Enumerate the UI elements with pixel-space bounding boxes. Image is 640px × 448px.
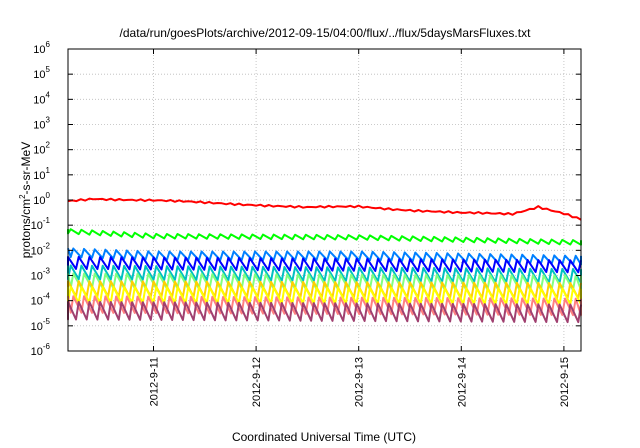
y-tick-label: 103 [33, 116, 50, 132]
x-tick-label: 2012-9-11 [149, 357, 161, 406]
series-line-2 [67, 228, 582, 246]
y-axis-ticks: 10-6 10-5 10-4 10-3 10-2 10-1 100 101 102 103 104 1… [31, 40, 581, 358]
y-tick-label: 10-5 [31, 317, 51, 333]
y-tick-label: 106 [33, 40, 50, 56]
series-line-9 [67, 295, 582, 317]
y-tick-label: 102 [33, 141, 50, 157]
series-line-1 [67, 197, 582, 221]
y-tick-label: 10-3 [31, 267, 51, 283]
series-line-4 [67, 255, 582, 274]
y-tick-label: 104 [33, 90, 50, 106]
y-tick-label: 10-1 [31, 216, 51, 232]
x-axis-label: Coordinated Universal Time (UTC) [232, 430, 416, 444]
y-tick-label: 105 [33, 65, 50, 81]
x-tick-label: 2012-9-15 [559, 357, 571, 407]
y-tick-label: 10-2 [31, 241, 51, 257]
y-tick-label: 10-6 [31, 342, 51, 358]
series-line-3 [67, 247, 582, 266]
x-tick-label: 2012-9-14 [456, 357, 468, 407]
series-line-5 [67, 264, 582, 284]
data-series [67, 197, 582, 324]
x-tick-label: 2012-9-13 [354, 357, 366, 407]
y-tick-label: 101 [33, 166, 50, 182]
x-axis-ticks: 2012-9-11 2012-9-12 2012-9-13 2012-9-14 2012… [149, 49, 571, 407]
x-tick-label: 2012-9-12 [251, 357, 263, 407]
series-line-10 [67, 300, 582, 324]
y-tick-label: 100 [33, 191, 50, 207]
y-tick-label: 10-4 [31, 292, 51, 308]
chart-title: /data/run/goesPlots/archive/2012-09-15/0… [120, 26, 532, 40]
y-axis-label: protons/cm2-s-sr-MeV [18, 142, 33, 258]
